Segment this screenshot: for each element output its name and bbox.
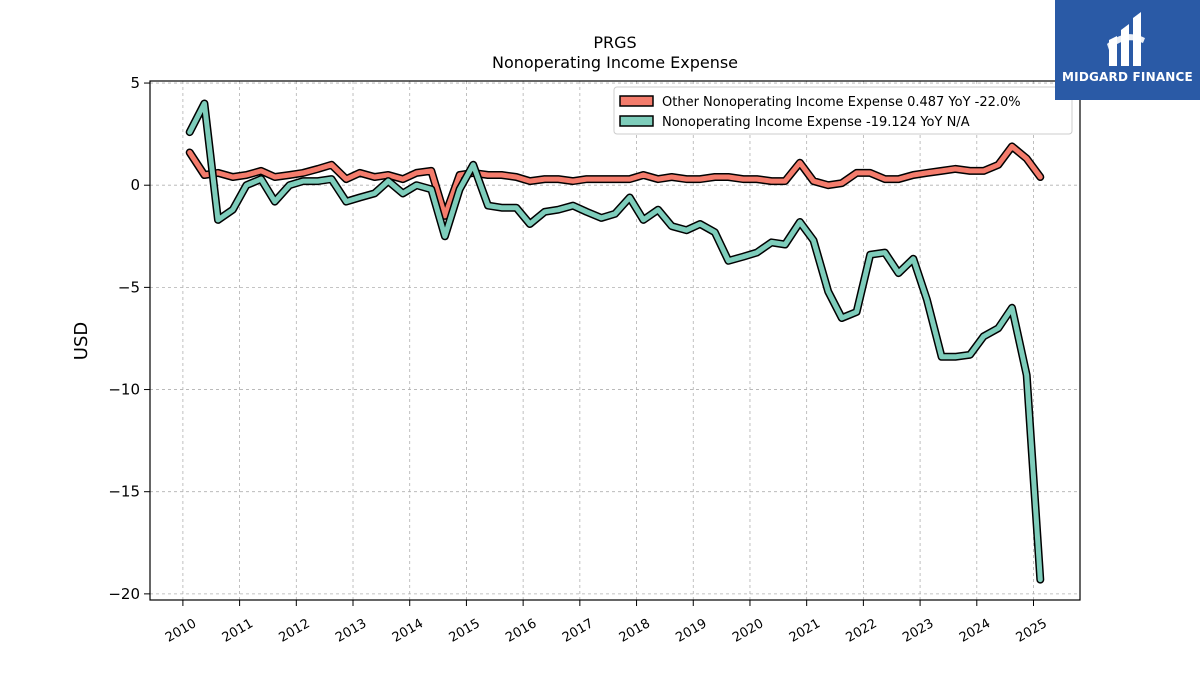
- x-tick-label: 2016: [503, 616, 539, 646]
- y-tick-label: −20: [108, 585, 140, 603]
- x-tick-label: 2014: [390, 616, 426, 646]
- x-tick-label: 2013: [333, 616, 369, 646]
- brand-logo: MIDGARD FINANCE: [1055, 0, 1200, 100]
- chart-title: PRGS: [593, 33, 636, 52]
- y-tick-label: −10: [108, 381, 140, 399]
- x-tick-label: 2011: [220, 616, 256, 646]
- y-tick-label: 0: [130, 176, 140, 194]
- x-tick-label: 2025: [1014, 616, 1050, 646]
- x-tick-label: 2015: [447, 616, 483, 646]
- brand-mark-icon: [1107, 12, 1145, 66]
- x-tick-label: 2023: [900, 616, 936, 646]
- x-tick-label: 2019: [673, 616, 709, 646]
- series-layer: [185, 99, 1045, 584]
- x-tick-label: 2010: [163, 616, 199, 646]
- brand-name: MIDGARD FINANCE: [1062, 70, 1193, 84]
- y-axis-label: USD: [71, 322, 92, 360]
- x-tick-label: 2021: [787, 616, 823, 646]
- plot-frame: [149, 80, 1081, 601]
- x-tick-label: 2022: [844, 616, 880, 646]
- legend-label-2: Nonoperating Income Expense -19.124 YoY …: [662, 115, 970, 130]
- x-tick-label: 2017: [560, 616, 596, 646]
- x-tick-label: 2020: [730, 616, 766, 646]
- legend-swatch-1: [619, 95, 654, 107]
- x-tick-label: 2024: [957, 616, 993, 646]
- series-line-1: [187, 143, 1043, 219]
- x-tick-label: 2018: [617, 616, 653, 646]
- series-line-2: [187, 101, 1043, 583]
- y-tick-label: 5: [130, 74, 140, 92]
- y-tick-label: −5: [118, 278, 140, 296]
- chart-subtitle: Nonoperating Income Expense: [492, 53, 738, 72]
- axis-ticks: 5 0 −5 −10 −15 −20 2010 2011 2012 2013 2014 2015 201…: [108, 74, 1049, 646]
- legend-box: [613, 86, 1073, 135]
- x-tick-label: 2012: [276, 616, 312, 646]
- grid: [150, 81, 1080, 600]
- legend-swatch-2: [619, 115, 654, 127]
- legend: Other Nonoperating Income Expense 0.487 …: [613, 86, 1073, 135]
- y-tick-label: −15: [108, 483, 140, 501]
- legend-label-1: Other Nonoperating Income Expense 0.487 …: [662, 95, 1021, 110]
